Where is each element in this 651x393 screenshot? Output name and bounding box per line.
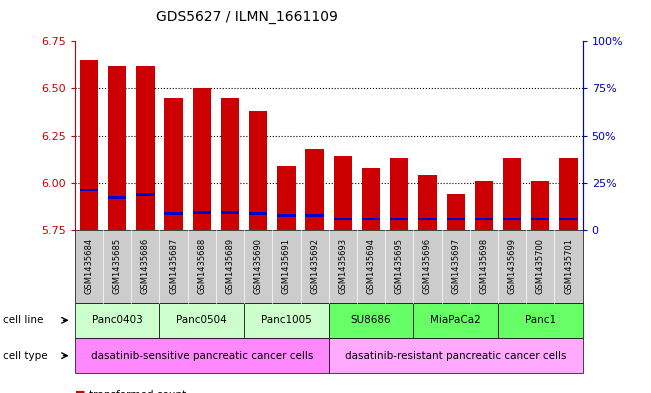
Text: GSM1435695: GSM1435695: [395, 238, 404, 294]
Text: GSM1435693: GSM1435693: [339, 238, 348, 294]
Text: GSM1435685: GSM1435685: [113, 238, 122, 294]
Text: GSM1435684: GSM1435684: [85, 238, 94, 294]
Bar: [390, 218, 408, 220]
Text: GDS5627 / ILMN_1661109: GDS5627 / ILMN_1661109: [156, 10, 339, 24]
Bar: [249, 111, 268, 230]
Bar: [108, 196, 126, 199]
Bar: [503, 158, 521, 230]
Text: GSM1435689: GSM1435689: [225, 238, 234, 294]
Bar: [334, 218, 352, 220]
Bar: [531, 218, 549, 220]
Text: GSM1435686: GSM1435686: [141, 238, 150, 294]
Text: Panc1: Panc1: [525, 315, 556, 325]
Bar: [305, 149, 324, 230]
Bar: [80, 60, 98, 230]
Bar: [419, 175, 437, 230]
Bar: [108, 66, 126, 230]
Bar: [447, 218, 465, 220]
Bar: [249, 212, 268, 215]
Text: Panc0403: Panc0403: [92, 315, 143, 325]
Bar: [475, 218, 493, 220]
Bar: [193, 88, 211, 230]
Bar: [165, 212, 183, 215]
Text: GSM1435699: GSM1435699: [508, 238, 517, 294]
Text: MiaPaCa2: MiaPaCa2: [430, 315, 481, 325]
Bar: [559, 158, 577, 230]
Bar: [221, 98, 239, 230]
Text: GSM1435697: GSM1435697: [451, 238, 460, 294]
Text: cell line: cell line: [3, 315, 44, 325]
Bar: [362, 218, 380, 220]
Text: GSM1435696: GSM1435696: [423, 238, 432, 294]
Text: GSM1435694: GSM1435694: [367, 238, 376, 294]
Bar: [531, 181, 549, 230]
Bar: [390, 158, 408, 230]
Text: SU8686: SU8686: [351, 315, 391, 325]
Bar: [277, 214, 296, 217]
Text: GSM1435688: GSM1435688: [197, 238, 206, 294]
Text: Panc0504: Panc0504: [176, 315, 227, 325]
Bar: [334, 156, 352, 230]
Text: GSM1435692: GSM1435692: [310, 238, 319, 294]
Bar: [559, 218, 577, 220]
Bar: [136, 66, 154, 230]
Bar: [447, 194, 465, 230]
Text: GSM1435698: GSM1435698: [479, 238, 488, 294]
Bar: [419, 218, 437, 220]
Bar: [362, 168, 380, 230]
Text: GSM1435701: GSM1435701: [564, 238, 573, 294]
Text: GSM1435700: GSM1435700: [536, 238, 545, 294]
Text: Panc1005: Panc1005: [261, 315, 312, 325]
Text: transformed count: transformed count: [89, 390, 186, 393]
Text: ■: ■: [75, 390, 85, 393]
Bar: [80, 189, 98, 191]
Bar: [165, 98, 183, 230]
Text: cell type: cell type: [3, 351, 48, 361]
Text: GSM1435690: GSM1435690: [254, 238, 263, 294]
Bar: [277, 166, 296, 230]
Bar: [221, 211, 239, 214]
Bar: [305, 214, 324, 217]
Bar: [136, 193, 154, 196]
Bar: [193, 211, 211, 214]
Bar: [503, 218, 521, 220]
Text: GSM1435691: GSM1435691: [282, 238, 291, 294]
Text: GSM1435687: GSM1435687: [169, 238, 178, 294]
Text: dasatinib-resistant pancreatic cancer cells: dasatinib-resistant pancreatic cancer ce…: [345, 351, 566, 361]
Bar: [475, 181, 493, 230]
Text: dasatinib-sensitive pancreatic cancer cells: dasatinib-sensitive pancreatic cancer ce…: [90, 351, 313, 361]
